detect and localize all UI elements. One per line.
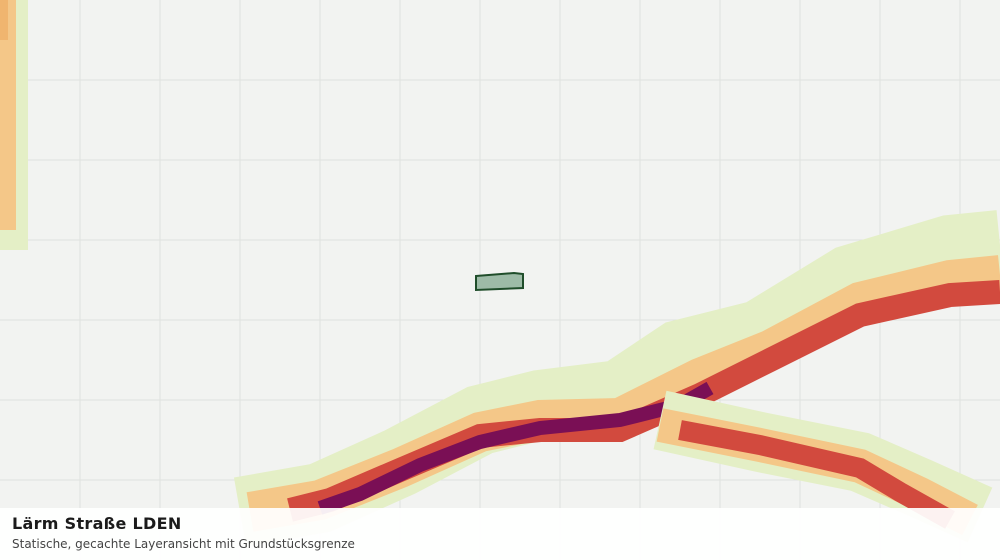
layer-title: Lärm Straße LDEN bbox=[12, 514, 182, 533]
noise-high bbox=[678, 420, 955, 529]
parcel-boundary bbox=[475, 271, 524, 292]
noise-branch-road bbox=[653, 390, 993, 543]
layer-subtitle: Statische, gecachte Layeransicht mit Gru… bbox=[12, 537, 355, 551]
noise-mid bbox=[0, 0, 8, 40]
noise-mid bbox=[0, 0, 16, 230]
legend-panel: Lärm Straße LDEN Statische, gecachte Lay… bbox=[0, 508, 1000, 560]
noise-main-road bbox=[233, 210, 1000, 547]
